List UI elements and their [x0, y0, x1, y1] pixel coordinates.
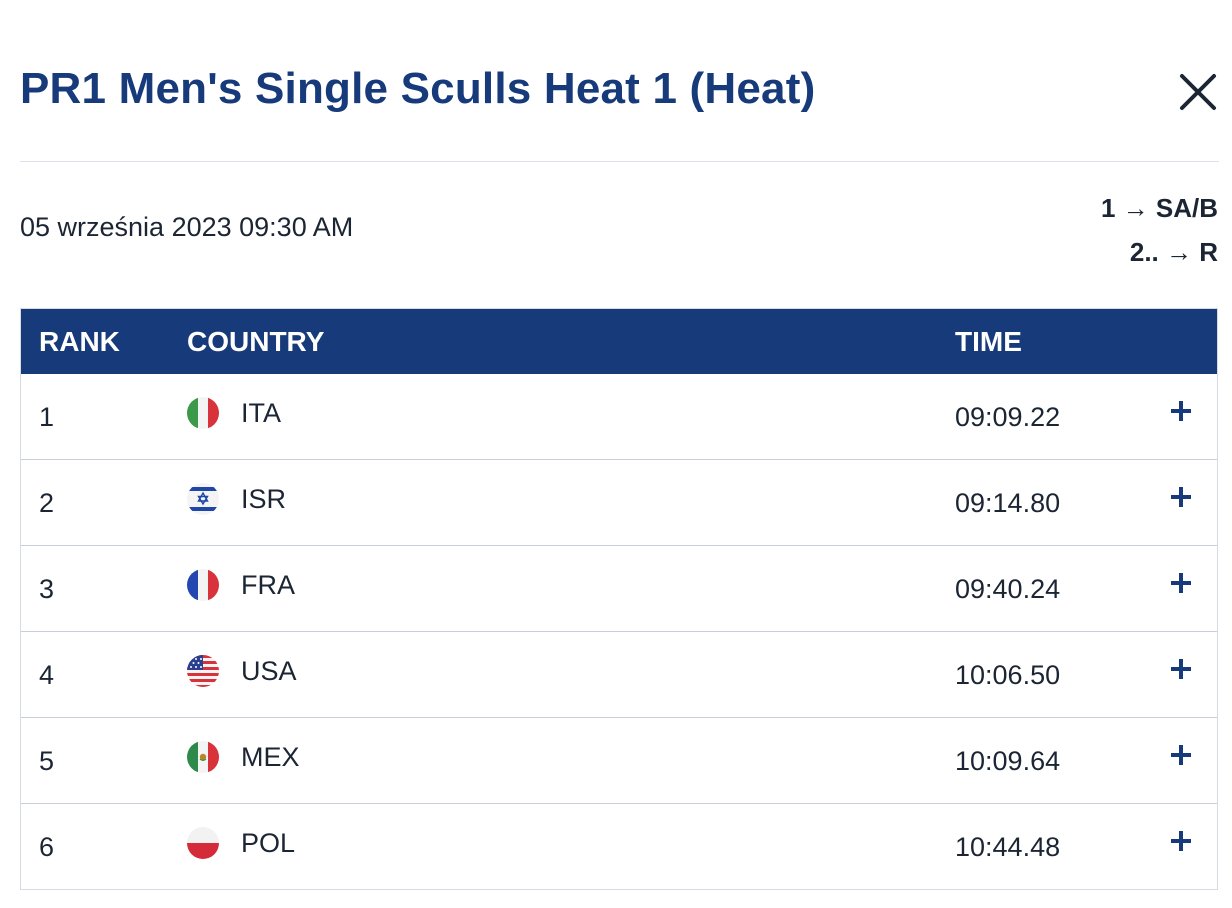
usa-flag-icon [187, 655, 219, 687]
table-row: 3 FRA 09:40.24 [21, 545, 1217, 631]
results-table: RANK COUNTRY TIME 1 ITA 09:09.22 [20, 308, 1218, 890]
table-row: 4 [21, 631, 1217, 717]
expand-row-button[interactable] [1169, 658, 1193, 682]
mexico-flag-icon [187, 741, 219, 773]
table-row: 6 POL 10:44.48 [21, 803, 1217, 889]
country-cell: POL [241, 828, 296, 858]
expand-row-button[interactable] [1169, 400, 1193, 424]
progression-rule: 1 → SA/B [1100, 193, 1218, 223]
expand-row-button[interactable] [1169, 744, 1193, 768]
country-cell: USA [241, 656, 297, 686]
close-icon [1180, 74, 1216, 110]
france-flag-icon [187, 569, 219, 601]
table-row: 1 ITA 09:09.22 [21, 374, 1217, 459]
table-row: 2 ISR 09:14.80 [21, 459, 1217, 545]
rank-cell: 1 [39, 402, 55, 432]
country-cell: ITA [241, 398, 281, 428]
country-cell: MEX [241, 742, 300, 772]
header-time: TIME [955, 326, 1022, 357]
country-cell: ISR [241, 484, 287, 514]
close-button[interactable] [1178, 72, 1218, 112]
expand-row-button[interactable] [1169, 572, 1193, 596]
page-title: PR1 Men's Single Sculls Heat 1 (Heat) [20, 64, 816, 113]
expand-row-button[interactable] [1169, 486, 1193, 510]
rank-cell: 6 [39, 832, 55, 862]
table-header: RANK COUNTRY TIME [21, 309, 1217, 374]
progression-rules: 1 → SA/B 2.. → R [1101, 186, 1218, 274]
country-cell: FRA [241, 570, 295, 600]
rank-cell: 3 [39, 574, 55, 604]
italy-flag-icon [187, 397, 219, 429]
modal-header: PR1 Men's Single Sculls Heat 1 (Heat) [20, 60, 1220, 122]
rank-cell: 4 [39, 660, 55, 690]
expand-row-button[interactable] [1169, 830, 1193, 854]
time-cell: 09:09.22 [955, 402, 1061, 432]
progression-rule: 2.. → R [1129, 237, 1218, 267]
race-date: 05 września 2023 09:30 AM [20, 212, 354, 242]
poland-flag-icon [187, 827, 219, 859]
header-rank: RANK [39, 326, 120, 357]
time-cell: 10:06.50 [955, 660, 1061, 690]
israel-flag-icon [187, 483, 219, 515]
rank-cell: 5 [39, 746, 55, 776]
time-cell: 09:40.24 [955, 574, 1061, 604]
rank-cell: 2 [39, 488, 55, 518]
table-row: 5 MEX 10:09.64 [21, 717, 1217, 803]
table-body: 1 ITA 09:09.22 2 [21, 374, 1217, 889]
header-divider [20, 161, 1219, 162]
header-country: COUNTRY [187, 326, 325, 357]
time-cell: 10:44.48 [955, 832, 1061, 862]
time-cell: 10:09.64 [955, 746, 1061, 776]
time-cell: 09:14.80 [955, 488, 1061, 518]
